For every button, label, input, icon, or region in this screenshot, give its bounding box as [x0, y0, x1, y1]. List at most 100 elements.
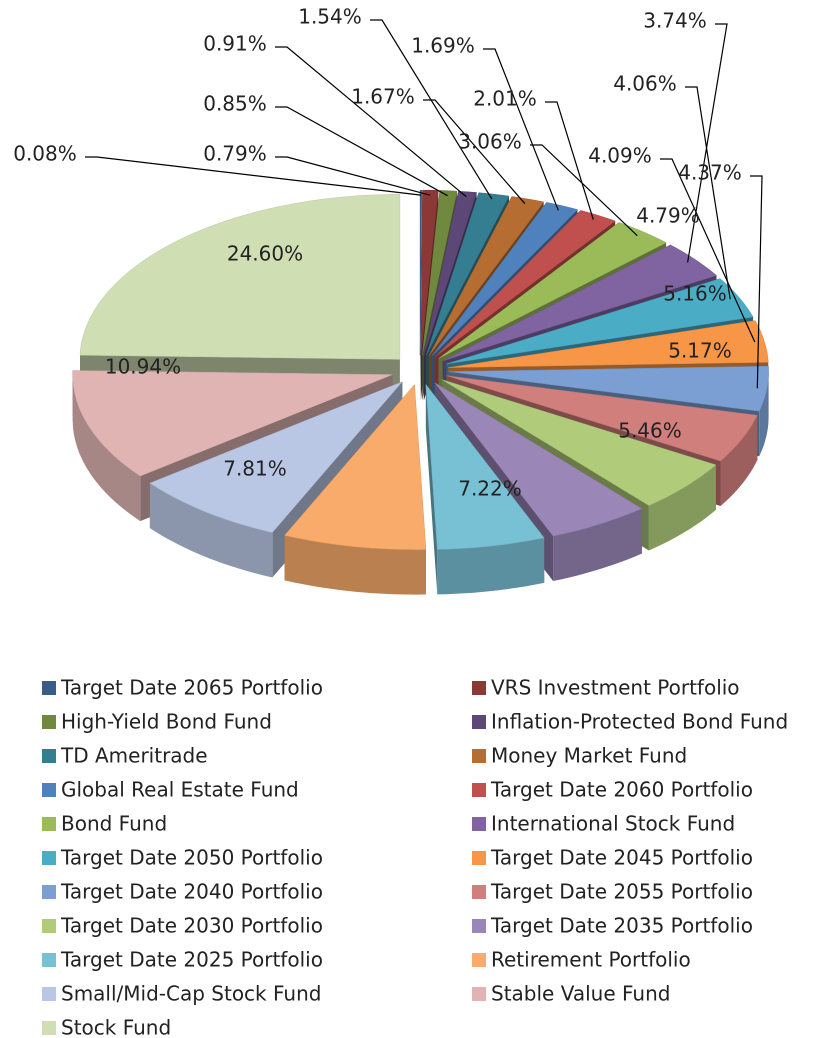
- data-label: 5.16%: [663, 282, 727, 306]
- data-label: 4.09%: [588, 144, 652, 168]
- legend-swatch: [472, 783, 486, 797]
- slice: [448, 365, 769, 412]
- legend-swatch: [42, 885, 56, 899]
- slice: [422, 190, 458, 356]
- legend-label: Global Real Estate Fund: [61, 778, 299, 802]
- data-label: 4.37%: [678, 161, 742, 185]
- slice: [446, 375, 758, 462]
- legend-label: Stock Fund: [61, 1016, 171, 1038]
- legend-swatch: [42, 851, 56, 865]
- legend-label: Target Date 2030 Portfolio: [60, 914, 323, 938]
- legend-swatch: [42, 749, 56, 763]
- legend-label: Bond Fund: [61, 812, 167, 836]
- data-label: 0.85%: [203, 92, 267, 116]
- slice: [434, 210, 616, 358]
- slice-side: [553, 508, 642, 581]
- legend-label: Target Date 2060 Portfolio: [490, 778, 753, 802]
- legend-swatch: [472, 681, 486, 695]
- leader-line: [483, 48, 559, 211]
- data-label: 4.06%: [613, 72, 677, 96]
- legend-label: Target Date 2055 Portfolio: [490, 880, 753, 904]
- legend-label: Target Date 2035 Portfolio: [490, 914, 753, 938]
- leader-line: [275, 106, 448, 197]
- legend-label: Retirement Portfolio: [491, 948, 691, 972]
- slice-side: [149, 483, 273, 578]
- leader-line: [85, 156, 421, 196]
- leader-line: [545, 101, 594, 220]
- data-label: 0.91%: [203, 32, 267, 56]
- legend-label: Target Date 2045 Portfolio: [490, 846, 753, 870]
- legend-label: International Stock Fund: [491, 812, 735, 836]
- slice: [441, 379, 717, 506]
- legend-swatch: [42, 919, 56, 933]
- slice: [284, 383, 427, 550]
- slice: [79, 194, 401, 360]
- data-label: 4.79%: [636, 204, 700, 228]
- legend-swatch: [42, 681, 56, 695]
- slice: [434, 382, 643, 537]
- data-label: 3.06%: [458, 130, 522, 154]
- legend-swatch: [472, 851, 486, 865]
- legend-swatch: [42, 1021, 56, 1035]
- legend-label: Stable Value Fund: [491, 982, 670, 1006]
- legend-swatch: [472, 919, 486, 933]
- slice-side: [425, 384, 438, 595]
- legend-label: High-Yield Bond Fund: [61, 710, 272, 734]
- data-label: 5.46%: [618, 419, 682, 443]
- slice: [446, 278, 754, 365]
- legend-swatch: [472, 953, 486, 967]
- data-label: 24.60%: [227, 242, 303, 266]
- legend-swatch: [42, 715, 56, 729]
- data-label: 0.79%: [203, 142, 267, 166]
- data-label: 3.74%: [643, 9, 707, 33]
- legend-label: Small/Mid-Cap Stock Fund: [61, 982, 321, 1006]
- slice-side: [284, 535, 426, 595]
- legend-swatch: [42, 783, 56, 797]
- legend-swatch: [472, 987, 486, 1001]
- slice: [442, 244, 718, 362]
- slice: [149, 381, 403, 533]
- legend-swatch: [42, 953, 56, 967]
- leader-line: [423, 99, 526, 205]
- legend-swatch: [472, 817, 486, 831]
- leader-line: [687, 23, 728, 263]
- slice: [425, 192, 510, 356]
- slice: [425, 383, 545, 550]
- data-label: 0.08%: [13, 142, 77, 166]
- data-label: 5.17%: [668, 339, 732, 363]
- legend-label: Target Date 2040 Portfolio: [60, 880, 323, 904]
- slice-side: [720, 415, 758, 506]
- legend-swatch: [472, 885, 486, 899]
- leader-line: [370, 19, 493, 200]
- leader-line: [275, 46, 467, 198]
- data-label: 7.81%: [223, 457, 287, 481]
- legend-label: VRS Investment Portfolio: [491, 676, 740, 700]
- legend-label: Inflation-Protected Bond Fund: [491, 710, 788, 734]
- data-label: 1.54%: [298, 5, 362, 29]
- data-label: 10.94%: [105, 355, 181, 379]
- slice: [438, 222, 667, 359]
- legend-swatch: [42, 987, 56, 1001]
- slice: [428, 196, 545, 357]
- leader-line: [530, 144, 638, 237]
- leader-line: [750, 175, 763, 389]
- legend-label: Target Date 2065 Portfolio: [60, 676, 323, 700]
- leader-line: [660, 158, 756, 343]
- slice: [431, 202, 578, 357]
- slice: [423, 191, 477, 356]
- legend-swatch: [472, 715, 486, 729]
- legend-label: Target Date 2050 Portfolio: [60, 846, 323, 870]
- data-label: 1.69%: [411, 34, 475, 58]
- leader-line: [685, 86, 731, 300]
- slice: [448, 320, 769, 368]
- slice-side: [759, 371, 769, 457]
- legend-label: Target Date 2025 Portfolio: [60, 948, 323, 972]
- slice: [72, 370, 393, 477]
- data-label: 2.01%: [473, 87, 537, 111]
- legend-swatch: [42, 817, 56, 831]
- legend-label: TD Ameritrade: [60, 744, 208, 768]
- data-label: 7.22%: [458, 477, 522, 501]
- slice-side: [648, 464, 716, 551]
- slice-side: [72, 374, 141, 522]
